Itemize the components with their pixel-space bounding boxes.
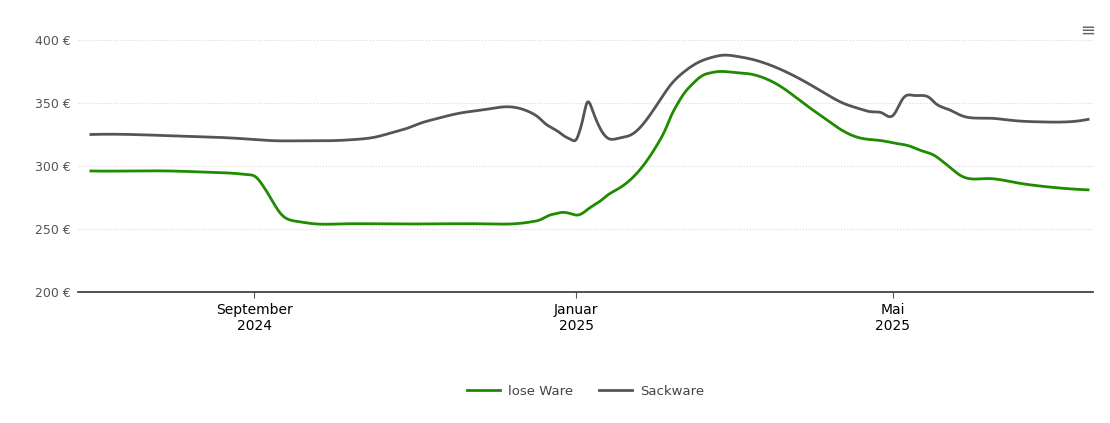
Text: ≡: ≡	[1080, 21, 1096, 39]
Legend: lose Ware, Sackware: lose Ware, Sackware	[462, 380, 709, 404]
